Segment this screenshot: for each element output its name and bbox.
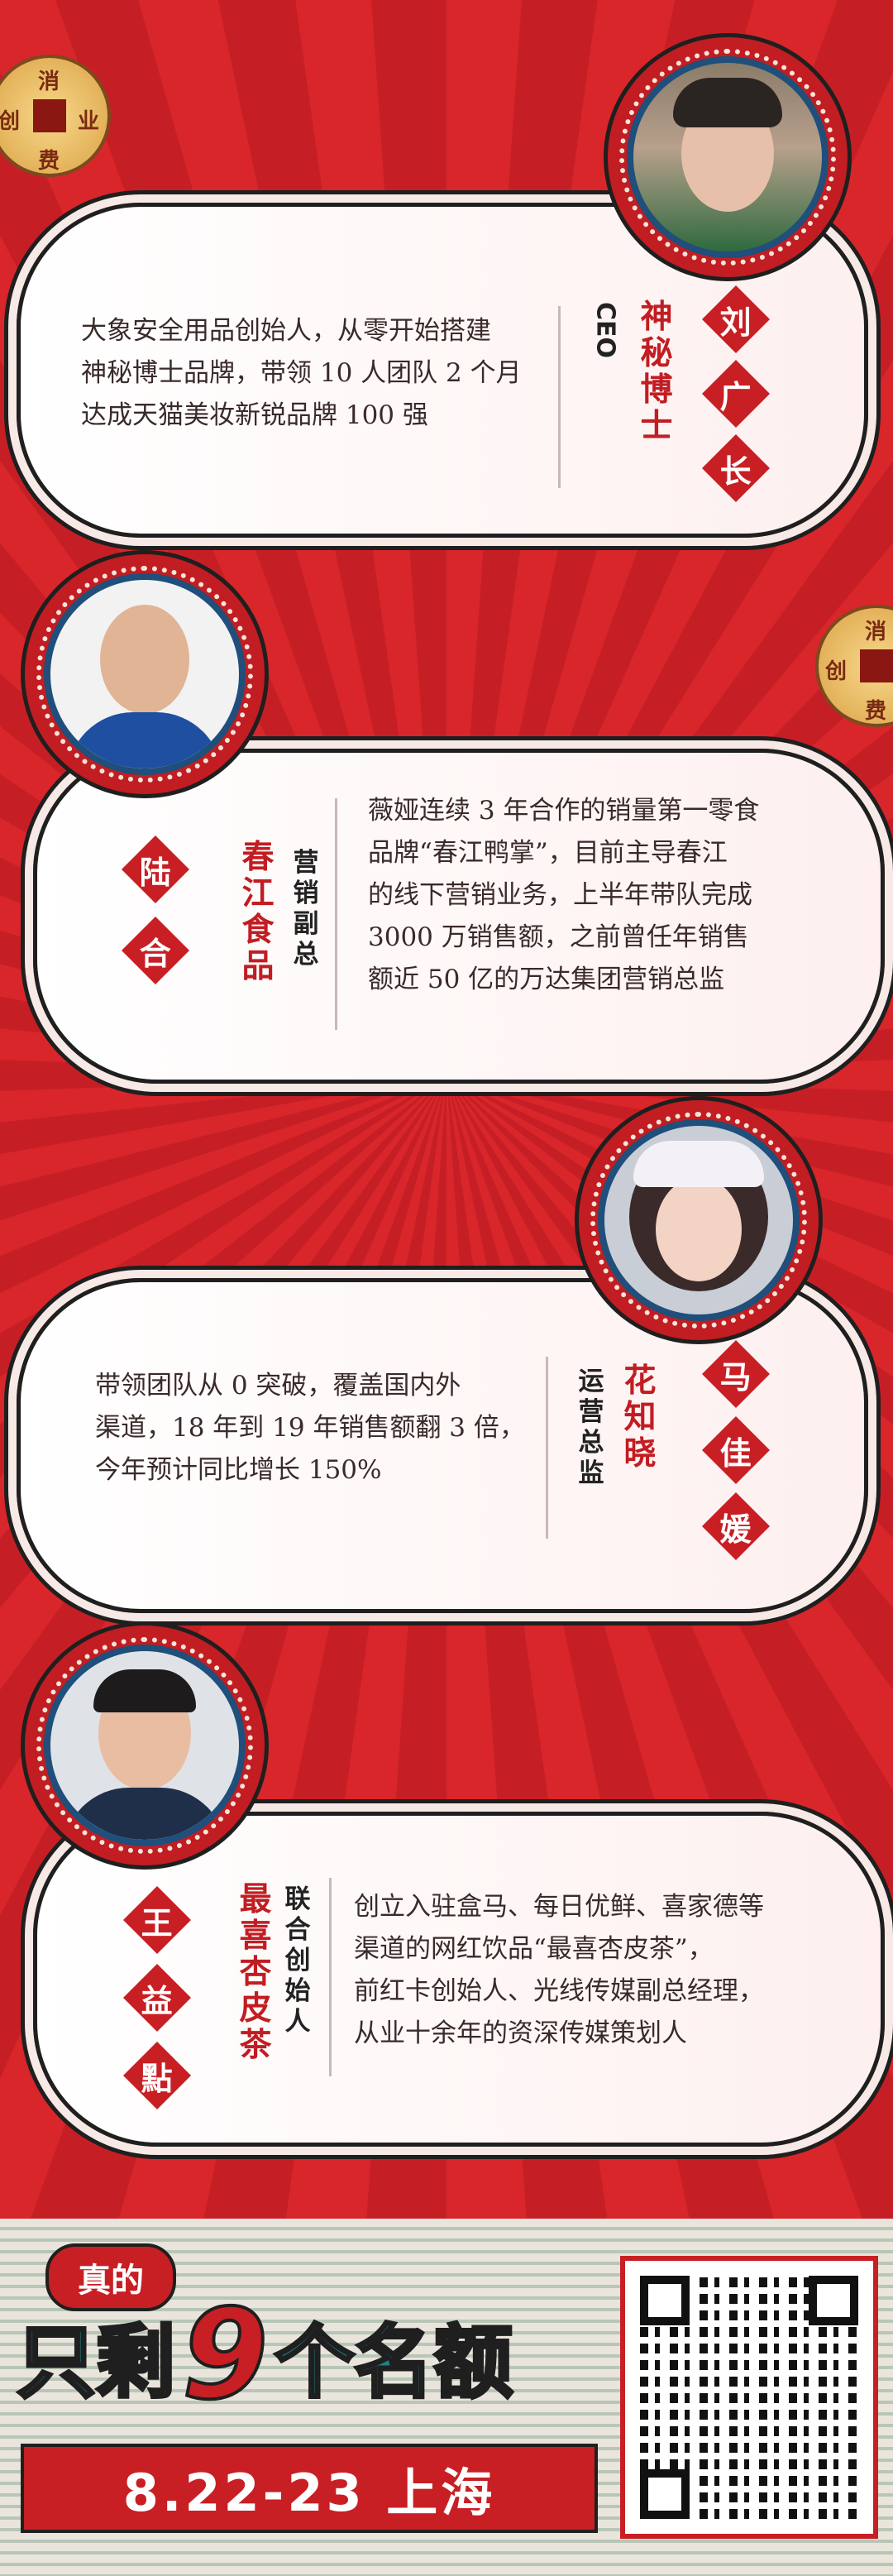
banner-tag: 真的: [45, 2243, 176, 2311]
speaker-3-name: 马 佳 媛: [701, 1339, 771, 1561]
speaker-2-name: 陆 合: [121, 835, 190, 985]
banner-headline: 只剩 9 个名额: [15, 2282, 514, 2429]
speaker-2-avatar: [25, 554, 265, 794]
speaker-4-avatar: [25, 1626, 265, 1865]
speaker-2-title: 营销副总: [293, 848, 319, 970]
speaker-1-title: CEO: [590, 302, 620, 359]
speaker-2-bio: 薇娅连续 3 年合作的销量第一零食 品牌“春江鸭掌”，目前主导春江 的线下营销业…: [368, 796, 760, 994]
speaker-4-name: 王 益 點: [122, 1885, 192, 2110]
speaker-4-bio: 创立入驻盒马、每日优鲜、喜家德等 渠道的网红饮品“最喜杏皮茶”， 前红卡创始人、…: [354, 1892, 764, 2048]
speaker-3-title: 运营总监: [578, 1367, 604, 1488]
coin-ornament: 消 创 业 费: [0, 58, 107, 174]
speaker-4-company: 最喜杏皮茶: [239, 1881, 272, 2064]
banner-date: 8.22-23 上海: [21, 2444, 598, 2533]
speaker-3-bio: 带领团队从 0 突破，覆盖国内外 渠道，18 年到 19 年销售额翻 3 倍， …: [95, 1371, 525, 1485]
speaker-2-company: 春江食品: [241, 839, 275, 985]
speaker-1-company: 神秘博士: [640, 299, 673, 445]
speaker-1-name: 刘 广 长: [701, 285, 771, 503]
coin-ornament: 消 创 业 费: [819, 608, 893, 724]
speaker-card-2: [33, 749, 885, 1084]
speaker-3-company: 花知晓: [623, 1362, 657, 1472]
qr-code[interactable]: [620, 2256, 878, 2539]
speaker-4-title: 联合创始人: [284, 1884, 311, 2037]
speaker-1-bio: 大象安全用品创始人，从零开始搭建 神秘博士品牌，带领 10 人团队 2 个月 达…: [81, 316, 522, 430]
speaker-1-avatar: [608, 37, 848, 277]
bottom-banner: 真的 只剩 9 个名额 8.22-23 上海: [0, 2219, 893, 2576]
speaker-3-avatar: [579, 1100, 819, 1340]
